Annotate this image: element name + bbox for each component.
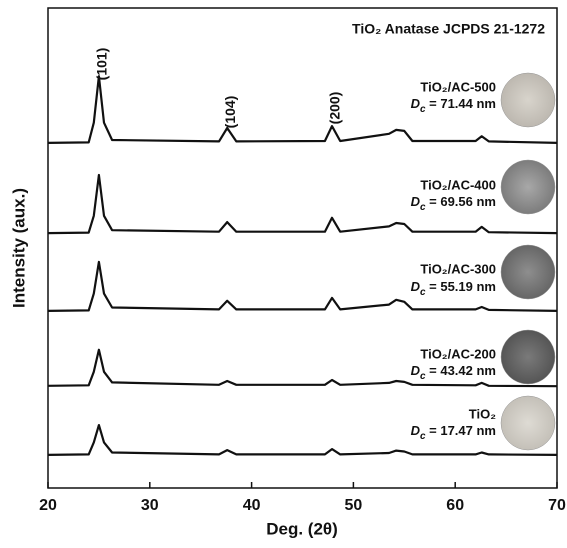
peak-label: (104) [222, 96, 238, 129]
legend-label: TiO₂/AC-400 [420, 177, 496, 192]
peak-label: (200) [327, 92, 343, 125]
size-label: Dc = 71.44 nm [411, 96, 496, 114]
x-tick-label: 30 [141, 497, 159, 514]
sample-photo [500, 72, 556, 128]
x-tick-label: 70 [548, 497, 566, 514]
legend-label: TiO₂/AC-500 [420, 79, 496, 94]
xrd-pattern [47, 75, 558, 144]
size-label: Dc = 55.19 nm [411, 279, 496, 297]
legend-label: TiO₂/AC-300 [420, 261, 496, 276]
x-axis-label: Deg. (2θ) [266, 519, 338, 538]
sample-photo [500, 395, 556, 451]
peak-label: (101) [94, 48, 110, 81]
size-label: Dc = 43.42 nm [411, 363, 496, 381]
sample-photo [500, 159, 556, 215]
plot-frame [47, 7, 558, 489]
y-axis-label: Intensity (aux.) [9, 188, 28, 308]
size-label: Dc = 69.56 nm [411, 194, 496, 212]
size-label: Dc = 17.47 nm [411, 423, 496, 441]
xrd-pattern [47, 173, 558, 235]
x-tick-label: 40 [243, 497, 261, 514]
xrd-pattern [47, 424, 558, 456]
x-tick-label: 60 [446, 497, 464, 514]
sample-photo [500, 244, 556, 300]
chart-title: TiO₂ Anatase JCPDS 21-1272 [352, 21, 545, 37]
legend-label: TiO₂/AC-200 [420, 346, 496, 361]
sample-photo [500, 329, 556, 385]
x-tick-label: 50 [345, 497, 363, 514]
legend-label: TiO₂ [469, 406, 496, 421]
xrd-pattern [47, 348, 558, 388]
xrd-pattern [47, 260, 558, 312]
x-tick-label: 20 [39, 497, 57, 514]
